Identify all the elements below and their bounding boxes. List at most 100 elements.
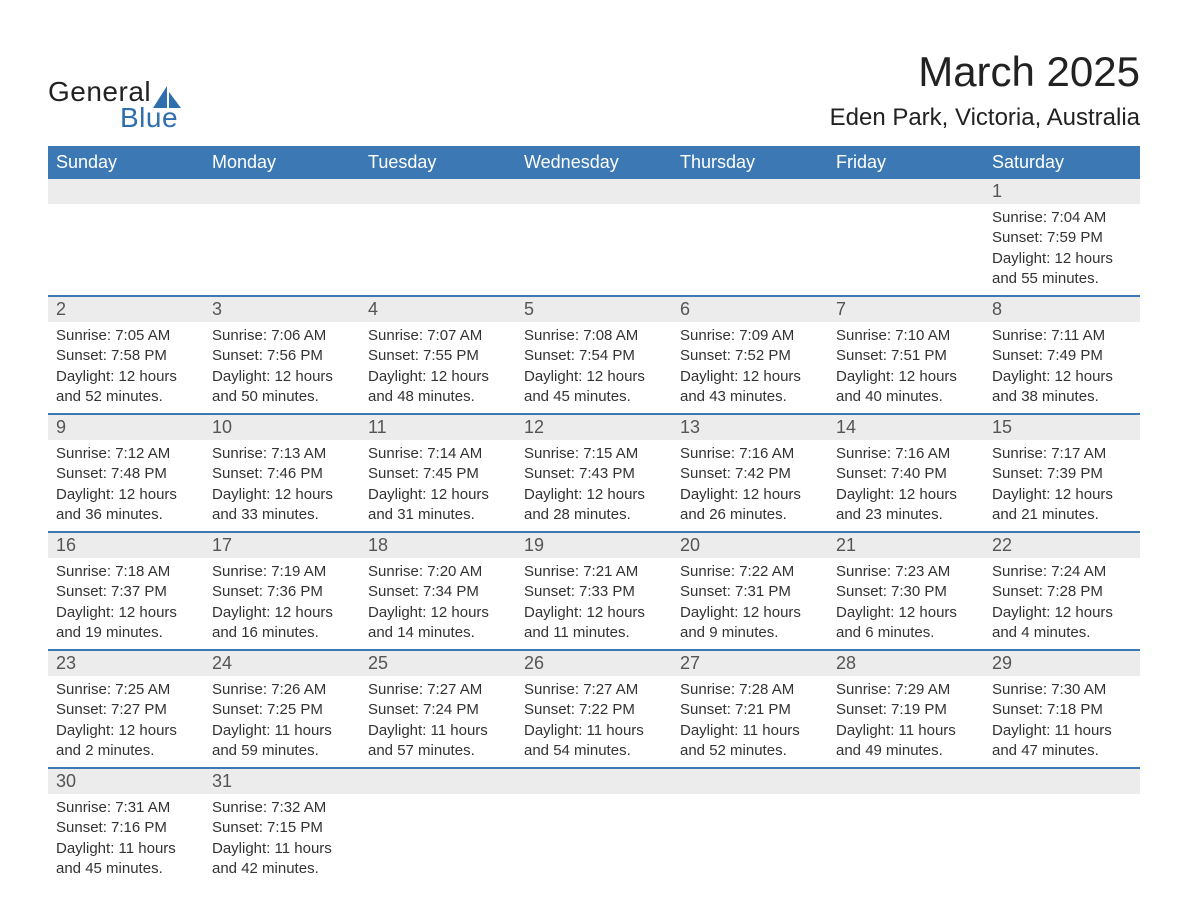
sunset-line: Sunset: 7:39 PM: [992, 464, 1132, 484]
daylight-line: Daylight: 12 hours and 36 minutes.: [56, 485, 196, 526]
daylight-line: Daylight: 12 hours and 26 minutes.: [680, 485, 820, 526]
day-detail-row: Sunrise: 7:12 AMSunset: 7:48 PMDaylight:…: [48, 440, 1140, 532]
day-detail-cell: [48, 204, 204, 296]
day-number-cell: [204, 179, 360, 204]
sunrise-line: Sunrise: 7:07 AM: [368, 326, 508, 346]
sunrise-line: Sunrise: 7:23 AM: [836, 562, 976, 582]
sunrise-line: Sunrise: 7:29 AM: [836, 680, 976, 700]
day-number-cell: 28: [828, 650, 984, 676]
day-detail-cell: [828, 204, 984, 296]
sunset-line: Sunset: 7:37 PM: [56, 582, 196, 602]
sunset-line: Sunset: 7:54 PM: [524, 346, 664, 366]
day-number-cell: [516, 179, 672, 204]
day-detail-row: Sunrise: 7:31 AMSunset: 7:16 PMDaylight:…: [48, 794, 1140, 885]
sunrise-line: Sunrise: 7:26 AM: [212, 680, 352, 700]
sunset-line: Sunset: 7:40 PM: [836, 464, 976, 484]
day-number-cell: 23: [48, 650, 204, 676]
sunrise-line: Sunrise: 7:30 AM: [992, 680, 1132, 700]
day-detail-cell: Sunrise: 7:09 AMSunset: 7:52 PMDaylight:…: [672, 322, 828, 414]
day-number-cell: [672, 179, 828, 204]
day-number-cell: 19: [516, 532, 672, 558]
daylight-line: Daylight: 12 hours and 11 minutes.: [524, 603, 664, 644]
day-detail-row: Sunrise: 7:18 AMSunset: 7:37 PM Daylight:…: [48, 558, 1140, 650]
daylight-line: Daylight: 11 hours and 45 minutes.: [56, 839, 196, 880]
day-number-cell: 5: [516, 296, 672, 322]
weekday-header: Tuesday: [360, 146, 516, 179]
sunset-line: Sunset: 7:21 PM: [680, 700, 820, 720]
day-number-cell: 4: [360, 296, 516, 322]
day-detail-cell: Sunrise: 7:25 AMSunset: 7:27 PMDaylight:…: [48, 676, 204, 768]
daylight-line: Daylight: 11 hours and 42 minutes.: [212, 839, 352, 880]
sunrise-line: Sunrise: 7:22 AM: [680, 562, 820, 582]
sunrise-line: Sunrise: 7:04 AM: [992, 208, 1132, 228]
sunset-line: Sunset: 7:58 PM: [56, 346, 196, 366]
day-number-cell: 2: [48, 296, 204, 322]
sunrise-line: Sunrise: 7:08 AM: [524, 326, 664, 346]
day-number-cell: 21: [828, 532, 984, 558]
day-number-row: 16171819202122: [48, 532, 1140, 558]
sunset-line: Sunset: 7:31 PM: [680, 582, 820, 602]
sunrise-line: Sunrise: 7:21 AM: [524, 562, 664, 582]
daylight-line: Daylight: 12 hours and 38 minutes.: [992, 367, 1132, 408]
day-detail-cell: [672, 204, 828, 296]
daylight-line: Daylight: 11 hours and 54 minutes.: [524, 721, 664, 762]
title-block: March 2025 Eden Park, Victoria, Australi…: [830, 48, 1140, 132]
day-number-row: 1: [48, 179, 1140, 204]
day-number-row: 9101112131415: [48, 414, 1140, 440]
day-detail-row: Sunrise: 7:05 AMSunset: 7:58 PMDaylight:…: [48, 322, 1140, 414]
day-number-cell: 22: [984, 532, 1140, 558]
day-detail-cell: Sunrise: 7:16 AMSunset: 7:42 PMDaylight:…: [672, 440, 828, 532]
sunset-line: Sunset: 7:27 PM: [56, 700, 196, 720]
daylight-line: Daylight: 12 hours and 28 minutes.: [524, 485, 664, 526]
day-detail-cell: [516, 794, 672, 885]
day-number-cell: 10: [204, 414, 360, 440]
day-detail-cell: Sunrise: 7:12 AMSunset: 7:48 PMDaylight:…: [48, 440, 204, 532]
sunset-line: Sunset: 7:33 PM: [524, 582, 664, 602]
sunrise-line: Sunrise: 7:27 AM: [524, 680, 664, 700]
day-detail-cell: [204, 204, 360, 296]
daylight-line: Daylight: 12 hours and 40 minutes.: [836, 367, 976, 408]
day-detail-cell: [360, 204, 516, 296]
daylight-line: Daylight: 12 hours and 23 minutes.: [836, 485, 976, 526]
daylight-line: Daylight: 11 hours and 57 minutes.: [368, 721, 508, 762]
day-number-cell: 8: [984, 296, 1140, 322]
logo: General Blue: [48, 48, 181, 134]
day-detail-cell: Sunrise: 7:16 AMSunset: 7:40 PMDaylight:…: [828, 440, 984, 532]
day-detail-cell: Sunrise: 7:27 AMSunset: 7:24 PMDaylight:…: [360, 676, 516, 768]
day-number-cell: [672, 768, 828, 794]
day-number-cell: [516, 768, 672, 794]
day-detail-cell: Sunrise: 7:32 AMSunset: 7:15 PMDaylight:…: [204, 794, 360, 885]
day-detail-cell: Sunrise: 7:08 AMSunset: 7:54 PMDaylight:…: [516, 322, 672, 414]
day-number-row: 23242526272829: [48, 650, 1140, 676]
day-number-cell: 12: [516, 414, 672, 440]
sunrise-line: Sunrise: 7:31 AM: [56, 798, 196, 818]
daylight-line: Daylight: 11 hours and 59 minutes.: [212, 721, 352, 762]
sunset-line: Sunset: 7:51 PM: [836, 346, 976, 366]
day-detail-cell: Sunrise: 7:07 AMSunset: 7:55 PMDaylight:…: [360, 322, 516, 414]
daylight-line: Daylight: 12 hours and 45 minutes.: [524, 367, 664, 408]
day-number-cell: 18: [360, 532, 516, 558]
daylight-line: Daylight: 12 hours and 33 minutes.: [212, 485, 352, 526]
sunrise-line: Sunrise: 7:27 AM: [368, 680, 508, 700]
day-number-cell: 11: [360, 414, 516, 440]
sunset-line: Sunset: 7:55 PM: [368, 346, 508, 366]
day-detail-cell: Sunrise: 7:21 AMSunset: 7:33 PMDaylight:…: [516, 558, 672, 650]
sunset-line: Sunset: 7:34 PM: [368, 582, 508, 602]
day-detail-cell: Sunrise: 7:13 AMSunset: 7:46 PMDaylight:…: [204, 440, 360, 532]
day-detail-cell: Sunrise: 7:06 AMSunset: 7:56 PMDaylight:…: [204, 322, 360, 414]
page-subtitle: Eden Park, Victoria, Australia: [830, 104, 1140, 132]
sunset-line: Sunset: 7:18 PM: [992, 700, 1132, 720]
day-detail-cell: Sunrise: 7:19 AMSunset: 7:36 PMDaylight:…: [204, 558, 360, 650]
sunrise-line: Sunrise: 7:15 AM: [524, 444, 664, 464]
sunrise-line: Sunrise: 7:25 AM: [56, 680, 196, 700]
daylight-line: Daylight: 12 hours and 21 minutes.: [992, 485, 1132, 526]
sunset-line: Sunset: 7:49 PM: [992, 346, 1132, 366]
weekday-header: Monday: [204, 146, 360, 179]
day-number-cell: 29: [984, 650, 1140, 676]
day-number-cell: 1: [984, 179, 1140, 204]
sunset-line: Sunset: 7:15 PM: [212, 818, 352, 838]
daylight-line: Daylight: 12 hours and 9 minutes.: [680, 603, 820, 644]
sunrise-line: Sunrise: 7:18 AM: [56, 562, 196, 582]
day-number-row: 3031: [48, 768, 1140, 794]
day-number-cell: 9: [48, 414, 204, 440]
